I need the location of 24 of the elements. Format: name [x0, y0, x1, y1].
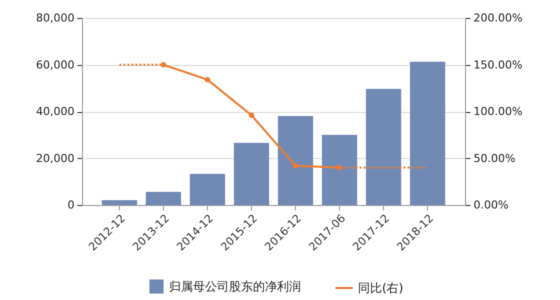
- y2-tick-label: 0.00%: [474, 198, 508, 212]
- bar: [234, 142, 270, 205]
- y-tick-label: 0: [68, 198, 74, 212]
- bar: [366, 88, 402, 205]
- y-tick-label: 40,000: [36, 105, 74, 118]
- bar: [102, 200, 138, 205]
- point: [204, 76, 210, 82]
- point: [248, 112, 254, 118]
- bar: [146, 192, 182, 205]
- point: [292, 162, 298, 168]
- y2-tick-label: 100.00%: [474, 105, 522, 118]
- bar: [190, 174, 226, 205]
- bar: [410, 62, 446, 205]
- y-tick-label: 60,000: [36, 58, 74, 72]
- bar: [322, 134, 358, 205]
- point: [160, 62, 166, 68]
- y-tick-label: 80,000: [36, 12, 74, 24]
- legend-label: 同比(右): [358, 281, 404, 295]
- y2-tick-label: 50.00%: [474, 152, 516, 165]
- y-tick-label: 20,000: [36, 152, 74, 165]
- legend-label: 归属母公司股东的净利润: [169, 280, 301, 294]
- bar: [278, 116, 314, 205]
- y2-tick-label: 200.00%: [474, 12, 522, 24]
- y2-tick-label: 150.00%: [474, 58, 522, 72]
